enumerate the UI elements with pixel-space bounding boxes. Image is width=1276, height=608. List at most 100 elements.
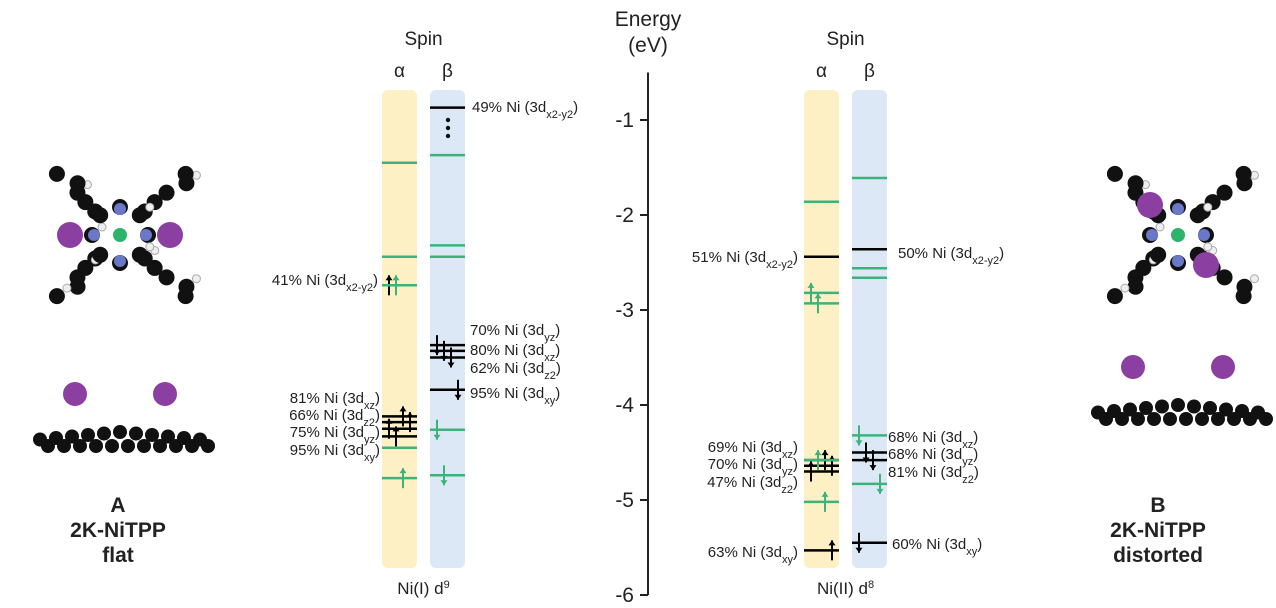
atom <box>48 288 65 305</box>
y-tick-label: -6 <box>615 584 634 607</box>
nitrogen <box>1172 203 1184 215</box>
electron-arrowhead <box>392 275 400 281</box>
spin-column <box>430 90 465 568</box>
potassium <box>1121 355 1145 379</box>
label-suffix: ) <box>555 385 560 402</box>
molecule-caption: B <box>1150 494 1165 517</box>
orbital-label: 95% Ni (3dxy) <box>470 385 560 407</box>
y-tick-label: -2 <box>615 204 634 227</box>
atom <box>73 439 87 453</box>
atom <box>153 439 167 453</box>
atom <box>69 175 86 192</box>
electron-arrowhead <box>385 418 393 424</box>
orbital-label: 81% Ni (3dxz) <box>290 390 380 412</box>
electron-arrowhead <box>821 450 829 456</box>
hydrogen <box>1203 242 1213 252</box>
label-sub: yz <box>962 456 973 468</box>
atom <box>1203 401 1217 415</box>
hydrogen <box>145 202 155 212</box>
label-suffix: ) <box>555 342 560 359</box>
nickel <box>1171 228 1185 242</box>
orbital-label: 70% Ni (3dyz) <box>470 322 560 344</box>
ellipsis-dot <box>445 117 451 123</box>
label-suffix: ) <box>375 407 380 424</box>
electron-arrowhead <box>855 547 863 553</box>
nitrogen <box>1198 229 1210 241</box>
label-prefix: 95% Ni (3d <box>290 442 364 459</box>
nickel <box>113 228 127 242</box>
label-prefix: 95% Ni (3d <box>470 385 544 402</box>
potassium <box>1211 355 1235 379</box>
atom <box>1150 246 1167 263</box>
molecule-caption: 2K-NiTPP <box>1110 519 1206 542</box>
electron-arrowhead <box>440 480 448 486</box>
atom <box>105 439 119 453</box>
atom <box>161 429 175 444</box>
y-tick-label: -1 <box>615 109 634 132</box>
electron-arrowhead <box>399 468 407 474</box>
spin-beta: β <box>442 61 453 82</box>
atom <box>1147 412 1161 426</box>
atom <box>1155 399 1169 414</box>
potassium <box>153 382 177 406</box>
hydrogen <box>1249 274 1259 284</box>
nitrogen <box>1172 255 1184 267</box>
orbital-label: 81% Ni (3dz2) <box>888 464 979 486</box>
atom <box>97 426 111 441</box>
atom <box>1211 412 1225 426</box>
electron-arrowhead <box>814 293 822 299</box>
electron-arrowhead <box>392 426 400 432</box>
orbital-label: 68% Ni (3dyz) <box>888 446 978 468</box>
spin-column <box>804 90 839 568</box>
molecule-caption: distorted <box>1113 544 1203 567</box>
electron-arrowhead <box>855 440 863 446</box>
spin-header: Spin <box>826 29 864 50</box>
atom <box>65 429 79 444</box>
label-sub: xz <box>544 352 555 364</box>
orbital-label: 47% Ni (3dz2) <box>707 474 798 496</box>
potassium <box>1137 192 1163 218</box>
orbital-label: 70% Ni (3dyz) <box>708 456 798 478</box>
label-sub: x2-y2 <box>546 109 573 121</box>
atom <box>1216 184 1233 201</box>
label-sub: z2 <box>962 474 974 486</box>
spin-header: Spin <box>404 29 442 50</box>
atom <box>1179 412 1193 426</box>
ellipsis-dot <box>445 125 451 131</box>
electron-arrowhead <box>807 282 815 288</box>
nitrogen <box>88 229 100 241</box>
label-prefix: 70% Ni (3d <box>470 322 544 339</box>
hydrogen <box>1155 222 1165 232</box>
atom <box>1106 288 1123 305</box>
orbital-label: 75% Ni (3dyz) <box>290 424 380 446</box>
label-sub: xy <box>544 395 556 407</box>
orbital-label: 41% Ni (3dx2-y2) <box>272 272 378 294</box>
atom <box>158 184 175 201</box>
electron-arrowhead <box>433 434 441 440</box>
electron-arrowhead <box>869 465 877 471</box>
atom <box>1171 398 1185 412</box>
atom <box>1131 412 1145 426</box>
label-prefix: 47% Ni (3d <box>707 474 781 491</box>
label-prefix: 62% Ni (3d <box>470 360 544 377</box>
nitrogen <box>140 229 152 241</box>
label-sub: z2 <box>363 417 375 429</box>
atom <box>92 207 109 224</box>
footer-sup: 8 <box>868 579 874 591</box>
hydrogen <box>1203 202 1213 212</box>
label-prefix: 68% Ni (3d <box>888 429 962 446</box>
atom <box>1106 165 1123 182</box>
atom <box>89 439 103 453</box>
label-prefix: 50% Ni (3d <box>898 245 972 262</box>
label-sub: x2-y2 <box>346 282 373 294</box>
atom <box>1219 402 1233 417</box>
label-suffix: ) <box>793 474 798 491</box>
label-sub: xz <box>782 449 793 461</box>
label-prefix: 66% Ni (3d <box>289 407 363 424</box>
ellipsis-dot <box>445 133 451 139</box>
potassium <box>1193 252 1219 278</box>
label-sub: xz <box>364 400 375 412</box>
label-suffix: ) <box>793 456 798 473</box>
footer-sup: 9 <box>444 579 450 591</box>
